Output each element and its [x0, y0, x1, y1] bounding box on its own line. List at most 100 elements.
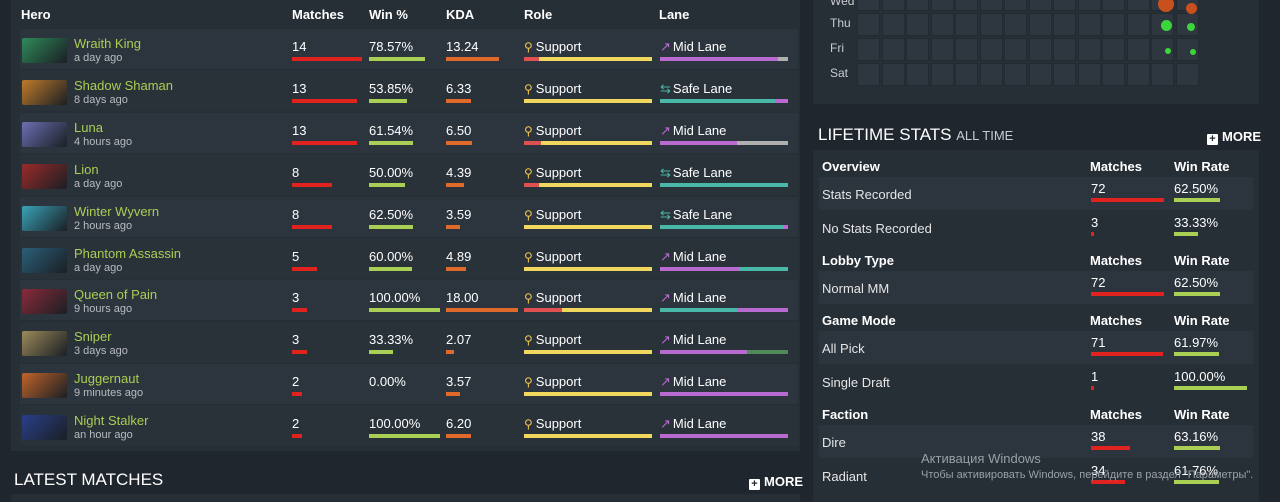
hero-name[interactable]: Juggernaut — [74, 371, 140, 387]
page-scrollbar[interactable] — [1272, 0, 1280, 502]
heatmap-cell[interactable] — [955, 63, 978, 86]
heatmap-cell[interactable] — [1102, 38, 1125, 61]
heatmap-cell[interactable] — [1077, 0, 1101, 11]
heatmap-cell[interactable] — [979, 38, 1003, 61]
heatmap-cell[interactable] — [906, 0, 929, 11]
heatmap-cell[interactable] — [1053, 63, 1076, 86]
hero-name[interactable]: Night Stalker — [74, 413, 149, 429]
hero-name[interactable]: Sniper — [74, 329, 112, 345]
heatmap-cell[interactable] — [881, 38, 905, 61]
hero-portrait[interactable] — [22, 205, 67, 231]
heatmap-cell[interactable] — [955, 13, 978, 36]
heatmap-activity-dot[interactable] — [1185, 2, 1197, 14]
heatmap-cell[interactable] — [1053, 13, 1076, 36]
lifetime-stat-row[interactable]: All Pick 71 61.97% — [819, 331, 1253, 364]
heatmap-cell[interactable] — [1102, 63, 1125, 86]
heatmap-cell[interactable] — [1151, 38, 1174, 61]
hero-row[interactable]: Shadow Shaman 8 days ago 13 53.85% 6.33 ⚲ Supp… — [20, 70, 798, 111]
hero-portrait[interactable] — [22, 163, 67, 189]
heatmap-cell[interactable] — [1053, 38, 1076, 61]
heatmap-cell[interactable] — [857, 63, 880, 86]
heatmap-cell[interactable] — [906, 38, 929, 61]
hero-row[interactable]: Wraith King a day ago 14 78.57% 13.24 ⚲ Suppor… — [20, 29, 798, 69]
heatmap-cell[interactable] — [1077, 63, 1101, 86]
heatmap-cell[interactable] — [1028, 13, 1052, 36]
header-hero[interactable]: Hero — [21, 7, 51, 22]
hero-row[interactable]: Phantom Assassin a day ago 5 60.00% 4.89 ⚲ Sup… — [20, 238, 798, 279]
heatmap-cell[interactable] — [979, 13, 1003, 36]
heatmap-cell[interactable] — [930, 63, 954, 86]
heatmap-cell[interactable] — [930, 13, 954, 36]
hero-name[interactable]: Wraith King — [74, 36, 141, 51]
heatmap-cell[interactable] — [1175, 38, 1199, 61]
latest-matches-more-button[interactable]: + MORE — [749, 474, 803, 490]
heatmap-cell[interactable] — [857, 0, 880, 11]
hero-row[interactable]: Queen of Pain 9 hours ago 3 100.00% 18.00 ⚲ Su… — [20, 280, 798, 321]
lifetime-more-button[interactable]: + MORE — [1207, 129, 1261, 145]
heatmap-cell[interactable] — [1102, 13, 1125, 36]
header-kda[interactable]: KDA — [446, 7, 475, 22]
heatmap-cell[interactable] — [930, 38, 954, 61]
heatmap-cell[interactable] — [1004, 13, 1027, 36]
heatmap-cell[interactable] — [906, 13, 929, 36]
hero-portrait[interactable] — [22, 79, 67, 105]
heatmap-cell[interactable] — [979, 0, 1003, 11]
heatmap-cell[interactable] — [1102, 0, 1125, 11]
hero-portrait[interactable] — [22, 38, 67, 63]
heatmap-cell[interactable] — [1126, 38, 1150, 61]
hero-name[interactable]: Queen of Pain — [74, 287, 158, 303]
heatmap-cell[interactable] — [955, 38, 978, 61]
hero-row[interactable]: Luna 4 hours ago 13 61.54% 6.50 ⚲ Support ↗ Mid … — [20, 112, 798, 153]
hero-portrait[interactable] — [22, 121, 67, 147]
heatmap-cell[interactable] — [1004, 38, 1027, 61]
heatmap-cell[interactable] — [881, 63, 905, 86]
hero-name[interactable]: Winter Wyvern — [74, 203, 160, 219]
heatmap-cell[interactable] — [1028, 63, 1052, 86]
hero-row[interactable]: Night Stalker an hour ago 2 100.00% 6.20 ⚲ Sup… — [20, 406, 798, 447]
lifetime-stat-row[interactable]: Dire 38 63.16% — [819, 425, 1253, 458]
hero-name[interactable]: Luna — [74, 119, 103, 135]
heatmap-cell[interactable] — [1077, 13, 1101, 36]
lifetime-stat-row[interactable]: Normal MM 72 62.50% — [819, 271, 1253, 304]
hero-name[interactable]: Phantom Assassin — [74, 245, 181, 261]
hero-name[interactable]: Shadow Shaman — [74, 77, 174, 93]
header-lane[interactable]: Lane — [659, 7, 690, 22]
heatmap-activity-dot[interactable] — [1190, 49, 1196, 55]
heatmap-cell[interactable] — [1028, 0, 1052, 11]
heatmap-cell[interactable] — [881, 0, 905, 11]
lifetime-stat-row[interactable]: Stats Recorded 72 62.50% — [819, 177, 1253, 210]
heatmap-cell[interactable] — [1004, 0, 1027, 11]
heatmap-cell[interactable] — [1126, 63, 1150, 86]
header-winrate[interactable]: Win % — [369, 7, 408, 22]
heatmap-activity-dot[interactable] — [1165, 48, 1171, 54]
hero-portrait[interactable] — [22, 331, 67, 357]
heatmap-cell[interactable] — [1077, 38, 1101, 61]
hero-name[interactable]: Lion — [74, 161, 99, 177]
heatmap-cell[interactable] — [979, 63, 1003, 86]
heatmap-cell[interactable] — [1126, 13, 1150, 36]
heatmap-cell[interactable] — [955, 0, 978, 11]
heatmap-cell[interactable] — [1004, 63, 1027, 86]
heatmap-cell[interactable] — [1053, 0, 1076, 11]
heatmap-cell[interactable] — [930, 0, 954, 11]
heatmap-activity-dot[interactable] — [1187, 23, 1195, 31]
hero-portrait[interactable] — [22, 289, 67, 315]
heatmap-cell[interactable] — [1151, 63, 1174, 86]
lifetime-stat-row[interactable]: Radiant 34 61.76% — [819, 459, 1253, 492]
heatmap-cell[interactable] — [1028, 38, 1052, 61]
hero-row[interactable]: Juggernaut 9 minutes ago 2 0.00% 3.57 ⚲ Suppor… — [20, 364, 798, 405]
heatmap-cell[interactable] — [857, 13, 880, 36]
heatmap-activity-dot[interactable] — [1160, 19, 1172, 31]
lifetime-stat-row[interactable]: Single Draft 1 100.00% — [819, 365, 1253, 398]
heatmap-cell[interactable] — [1175, 63, 1199, 86]
header-matches[interactable]: Matches — [292, 7, 345, 22]
hero-row[interactable]: Sniper 3 days ago 3 33.33% 2.07 ⚲ Support ↗ Mid … — [20, 322, 798, 363]
lifetime-stat-row[interactable]: No Stats Recorded 3 33.33% — [819, 211, 1253, 244]
hero-row[interactable]: Lion a day ago 8 50.00% 4.39 ⚲ Support ⇆ Safe La… — [20, 154, 798, 195]
hero-row[interactable]: Winter Wyvern 2 hours ago 8 62.50% 3.59 ⚲ Supp… — [20, 196, 798, 237]
heatmap-cell[interactable] — [906, 63, 929, 86]
heatmap-activity-dot[interactable] — [1158, 0, 1174, 12]
hero-portrait[interactable] — [22, 415, 67, 441]
heatmap-cell[interactable] — [1126, 0, 1150, 11]
hero-portrait[interactable] — [22, 373, 67, 399]
